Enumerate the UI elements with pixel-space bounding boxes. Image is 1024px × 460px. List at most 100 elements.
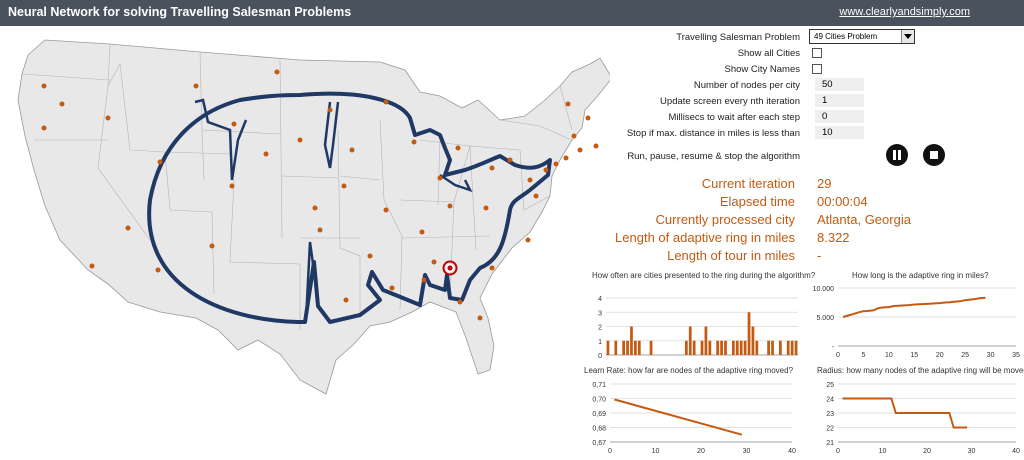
x-tick-label: 10 — [879, 448, 887, 455]
x-tick-label: 20 — [697, 448, 705, 455]
x-tick-label: 30 — [987, 352, 995, 359]
bar — [708, 340, 712, 355]
bar — [778, 340, 782, 355]
y-tick-label: 1 — [598, 339, 602, 346]
chart-presentations: 0 1 2 3 4 — [598, 296, 798, 360]
x-tick-label: 10 — [885, 352, 893, 359]
x-tick-label: 0 — [608, 448, 612, 455]
tour-length-value: - — [817, 248, 822, 263]
y-tick-label: 0,69 — [592, 411, 606, 418]
stop-button[interactable] — [923, 144, 945, 166]
elapsed-value: 00:00:04 — [817, 194, 868, 209]
x-tick-label: 0 — [836, 448, 840, 455]
show-city-names-checkbox[interactable] — [812, 64, 822, 74]
x-tick-label: 20 — [936, 352, 944, 359]
y-tick-label: 0,67 — [592, 440, 606, 447]
chart-learn-rate-title: Learn Rate: how far are nodes of the ada… — [584, 366, 794, 375]
x-tick-label: 0 — [836, 352, 840, 359]
series-line — [842, 397, 968, 429]
bar — [790, 340, 794, 355]
bar — [700, 340, 704, 355]
y-tick-label: - — [832, 344, 835, 351]
y-tick-label: 22 — [826, 426, 834, 433]
chart-ring-length-title: How long is the adaptive ring in miles? — [852, 271, 989, 280]
x-tick-label: 10 — [652, 448, 660, 455]
nodes-per-city-input[interactable]: 50 — [815, 78, 864, 91]
x-tick-label: 40 — [1012, 448, 1020, 455]
chart-radius-title: Radius: how many nodes of the adaptive r… — [817, 366, 1024, 375]
nodes-per-city-label: Number of nodes per city — [693, 80, 800, 91]
y-tick-label: 5.000 — [816, 315, 834, 322]
bar — [751, 326, 755, 355]
bar — [634, 340, 637, 355]
tour-length-label: Length of tour in miles — [667, 248, 795, 263]
y-tick-label: 4 — [598, 296, 602, 303]
bar — [622, 340, 626, 355]
update-screen-input[interactable]: 1 — [815, 94, 864, 107]
x-tick-label: 40 — [788, 448, 796, 455]
y-tick-label: 0,70 — [592, 397, 606, 404]
usa-outline — [17, 39, 610, 395]
bar — [630, 326, 633, 355]
problem-select-value: 49 Cities Problem — [814, 32, 878, 41]
bar — [794, 340, 798, 355]
y-tick-label: 21 — [826, 440, 834, 447]
bar — [724, 340, 727, 355]
adaptive-ring — [147, 91, 552, 324]
y-tick-label: 0 — [598, 353, 602, 360]
elapsed-label: Elapsed time — [719, 194, 795, 209]
chart-learn-rate: 0,67 0,68 0,69 0,70 0,71 0 10 20 30 40 — [592, 382, 796, 455]
city-label: Currently processed city — [655, 212, 795, 227]
x-tick-label: 30 — [743, 448, 751, 455]
series-line — [614, 398, 743, 436]
y-tick-label: 3 — [598, 310, 602, 317]
y-tick-label: 25 — [826, 382, 834, 389]
show-all-cities-label: Show all Cities — [737, 48, 800, 59]
pause-button[interactable] — [886, 144, 908, 166]
website-link[interactable]: www.clearlyandsimply.com — [839, 6, 970, 18]
y-tick-label: 23 — [826, 411, 834, 418]
problem-label: Travelling Salesman Problem — [676, 32, 800, 43]
bar — [626, 340, 629, 355]
bar — [767, 340, 770, 355]
adaptive-ring-arms — [194, 98, 473, 321]
wait-millisecs-input[interactable]: 0 — [815, 110, 864, 123]
bar — [747, 312, 751, 355]
bar — [704, 326, 708, 355]
bar — [606, 340, 610, 355]
y-tick-label: 10.000 — [813, 286, 835, 293]
chart-ring-length: - 5.000 10.000 0 5 10 15 20 25 30 35 — [813, 286, 1020, 359]
iteration-label: Current iteration — [701, 176, 795, 191]
x-tick-label: 5 — [861, 352, 865, 359]
y-tick-label: 24 — [826, 397, 834, 404]
y-tick-label: 2 — [598, 325, 602, 332]
problem-select[interactable]: 49 Cities Problem — [809, 29, 915, 44]
chart-radius: 21 22 23 24 25 0 10 20 30 40 — [826, 382, 1020, 455]
bar — [743, 340, 747, 355]
show-all-cities-checkbox[interactable] — [812, 48, 822, 58]
ring-length-value: 8.322 — [817, 230, 850, 245]
wait-millisecs-label: Millisecs to wait after each step — [668, 112, 800, 123]
bar — [716, 340, 720, 355]
bar — [731, 340, 735, 355]
stop-distance-label: Stop if max. distance in miles is less t… — [626, 128, 800, 139]
series-line — [842, 296, 986, 318]
x-tick-label: 20 — [923, 448, 931, 455]
bar — [739, 340, 743, 355]
chevron-down-icon[interactable] — [901, 30, 914, 43]
show-city-names-label: Show City Names — [724, 64, 801, 75]
bar — [684, 340, 688, 355]
bar — [771, 340, 774, 355]
bar — [614, 340, 618, 355]
run-algorithm-label: Run, pause, resume & stop the algorithm — [627, 151, 800, 162]
bar — [786, 340, 790, 355]
stop-distance-input[interactable]: 10 — [815, 126, 864, 139]
city-markers — [41, 69, 599, 321]
bar — [637, 340, 641, 355]
update-screen-label: Update screen every nth iteration — [660, 96, 800, 107]
us-map — [17, 39, 610, 395]
bar — [755, 340, 759, 355]
ring-length-label: Length of adaptive ring in miles — [615, 230, 795, 245]
target-city-icon — [442, 260, 458, 276]
bar — [688, 326, 692, 355]
